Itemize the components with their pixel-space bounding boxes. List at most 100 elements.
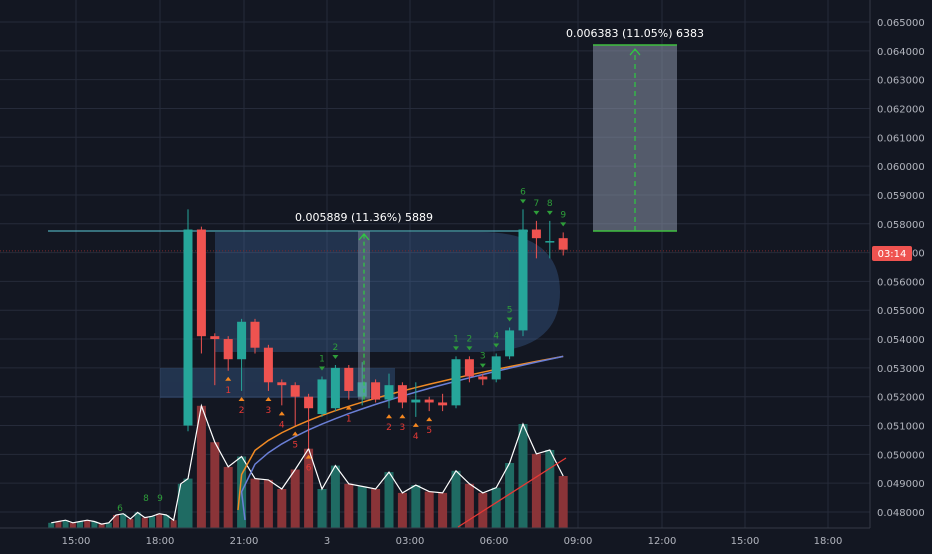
td-buy-arrow	[332, 355, 339, 359]
price-tick-label: 0.059000	[877, 191, 925, 202]
levels	[0, 230, 870, 252]
price-tick-label: 0.056000	[877, 277, 925, 288]
price-tick-label: 0.052000	[877, 393, 925, 404]
candle-body	[478, 376, 488, 380]
td-sell-arrow	[386, 414, 392, 419]
candle-body	[505, 330, 515, 357]
price-tick-label: 0.060000	[877, 162, 925, 173]
td-count-label: 9	[560, 210, 566, 220]
td-count-label: 4	[493, 331, 499, 341]
volume-bar	[545, 450, 555, 528]
td-count-label: 6	[520, 187, 526, 197]
volume-bar	[505, 463, 515, 528]
volume-bar	[371, 489, 381, 528]
candle-body	[411, 399, 421, 403]
volume-bar	[411, 485, 421, 528]
volume-bar	[223, 466, 233, 528]
volume-bar	[438, 492, 448, 528]
volume-bar	[464, 483, 474, 528]
time-tick-label: 12:00	[648, 536, 677, 547]
measure-label-right: 0.006383 (11.05%) 6383	[566, 27, 704, 40]
td-buy-arrow	[520, 199, 526, 204]
time-tick-label: 03:00	[396, 536, 425, 547]
price-axis[interactable]: 0.065000 0.064000 0.063000 0.062000 0.061000…	[877, 18, 925, 519]
volume-bar	[113, 515, 119, 528]
volume-bar	[210, 442, 220, 528]
time-tick-label: 06:00	[480, 536, 509, 547]
time-tick-label: 09:00	[564, 536, 593, 547]
volume-bar	[183, 478, 193, 528]
td-buy-arrow	[493, 343, 500, 348]
volume-bar	[105, 522, 112, 528]
price-tick-label: 0.062000	[877, 104, 925, 115]
ma-orange-line	[237, 355, 564, 511]
td-count-label: 4	[413, 432, 419, 442]
volume-bar	[290, 469, 300, 528]
td-count-label: 1	[346, 415, 352, 425]
volume-bar	[62, 520, 69, 528]
volume-bar	[317, 489, 327, 528]
td-sell-arrow	[238, 396, 245, 401]
measure-tools[interactable]: 0.005889 (11.36%) 5889 0.006383 (11.05%) …	[295, 27, 704, 400]
candle-body	[531, 229, 541, 239]
td-sell-arrow	[305, 454, 312, 459]
time-tick-label: 15:00	[731, 536, 760, 547]
td-count-label: 5	[507, 306, 513, 316]
price-tick-label: 0.063000	[877, 76, 925, 87]
candle-body	[237, 321, 247, 360]
td-sell-arrow	[426, 417, 433, 422]
td-count-label: 3	[480, 352, 486, 362]
td-sell-arrow	[399, 414, 406, 419]
td-count-label: 5	[426, 426, 432, 436]
td-sell-arrow	[278, 411, 285, 416]
time-tick-label: 18:00	[814, 536, 843, 547]
td-buy-arrow	[560, 222, 567, 227]
td-count-label: 4	[279, 420, 285, 430]
price-tick-label: 0.055000	[877, 306, 925, 317]
volume-bars	[48, 403, 568, 528]
candle-body	[183, 229, 193, 426]
volume-bar	[48, 522, 55, 528]
volume-bar	[84, 520, 91, 528]
volume-bar	[141, 517, 148, 528]
td-count-label: 2	[333, 343, 339, 353]
td-count-label: 3	[266, 406, 272, 416]
td-buy-arrow	[506, 317, 513, 322]
time-axis[interactable]: 15:00 18:00 21:00 3 03:00 06:00 09:00 12:00 15:0…	[62, 536, 843, 547]
candle-body	[545, 241, 555, 243]
candle-body	[397, 385, 407, 403]
price-tick-label: 0.050000	[877, 450, 925, 461]
volume-bar	[177, 483, 184, 528]
candle-body	[518, 229, 528, 331]
moving-averages	[237, 355, 567, 528]
price-tick-label: 0.065000	[877, 18, 925, 29]
volume-bar	[98, 524, 105, 528]
candle-body	[491, 356, 501, 380]
candle-body	[223, 339, 233, 360]
candle-body	[438, 402, 448, 406]
candle-body	[451, 359, 461, 406]
td-count-label: 8	[547, 199, 553, 209]
price-tick-label: 0.058000	[877, 220, 925, 231]
volume-bar	[134, 512, 141, 528]
time-tick-label: 15:00	[62, 536, 91, 547]
candle-body	[464, 359, 474, 377]
candle-body	[371, 382, 381, 400]
volume-bar	[491, 487, 501, 528]
volume-bar	[357, 486, 367, 528]
volume-bar	[156, 513, 163, 528]
volume-bar	[91, 521, 98, 528]
volume-bar	[55, 521, 62, 528]
candle-body	[304, 396, 314, 409]
current-price-tag: 03:14	[872, 246, 912, 261]
td-count-label: 1	[453, 334, 459, 344]
volume-line	[51, 403, 564, 525]
td-count-label: 8	[143, 494, 149, 504]
volume-bar	[69, 522, 76, 528]
measure-arrowhead-right	[629, 48, 641, 56]
td-count-label: 6	[117, 504, 123, 514]
td-count-label: 1	[225, 386, 231, 396]
